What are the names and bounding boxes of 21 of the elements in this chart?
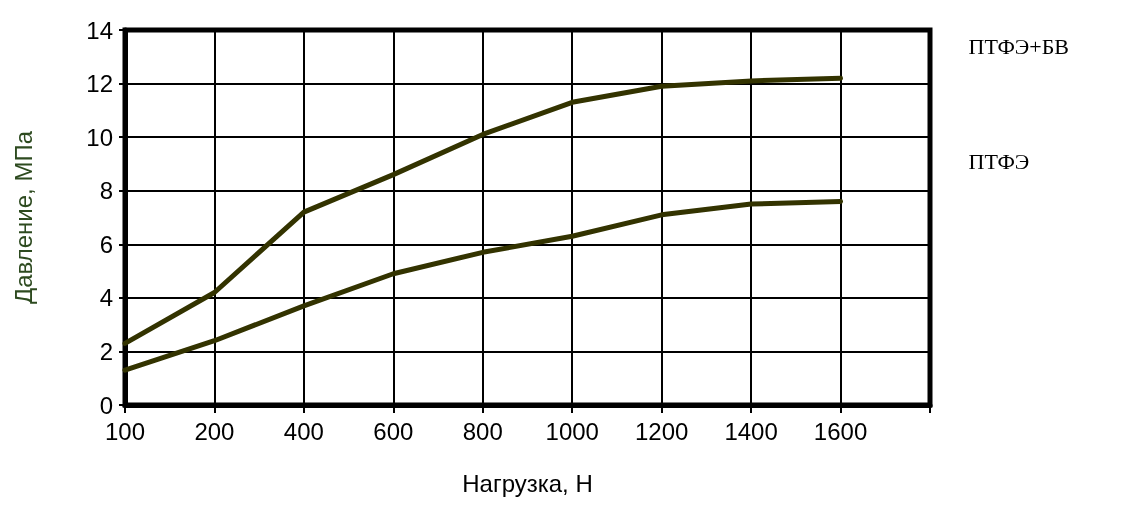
x-axis-title: Нагрузка, Н [462, 469, 593, 497]
x-tick-label: 600 [373, 417, 414, 445]
x-tick-label: 1400 [724, 417, 778, 445]
y-tick-label: 6 [99, 230, 113, 258]
y-tick-label: 8 [99, 177, 113, 205]
y-tick-label: 0 [99, 391, 113, 419]
x-tick-label: 400 [283, 417, 324, 445]
text: ПТФЭ [968, 148, 1030, 174]
y-tick-label: 4 [99, 284, 113, 312]
y-tick-label: 10 [86, 123, 113, 151]
x-tick-label: 1600 [813, 417, 868, 445]
y-axis-title: Давление, МПа [9, 130, 37, 305]
y-tick-label: 2 [99, 337, 113, 365]
x-tick-label: 200 [194, 417, 235, 445]
y-tick-label: 14 [86, 16, 113, 44]
x-tick-label: 800 [462, 417, 503, 445]
x-tick-label: 1000 [545, 417, 599, 445]
x-tick-label: 100 [104, 417, 146, 445]
x-tick-label: 1200 [634, 417, 689, 445]
y-tick-label: 12 [86, 70, 113, 98]
text: ПТФЭ+БВ [968, 33, 1070, 59]
